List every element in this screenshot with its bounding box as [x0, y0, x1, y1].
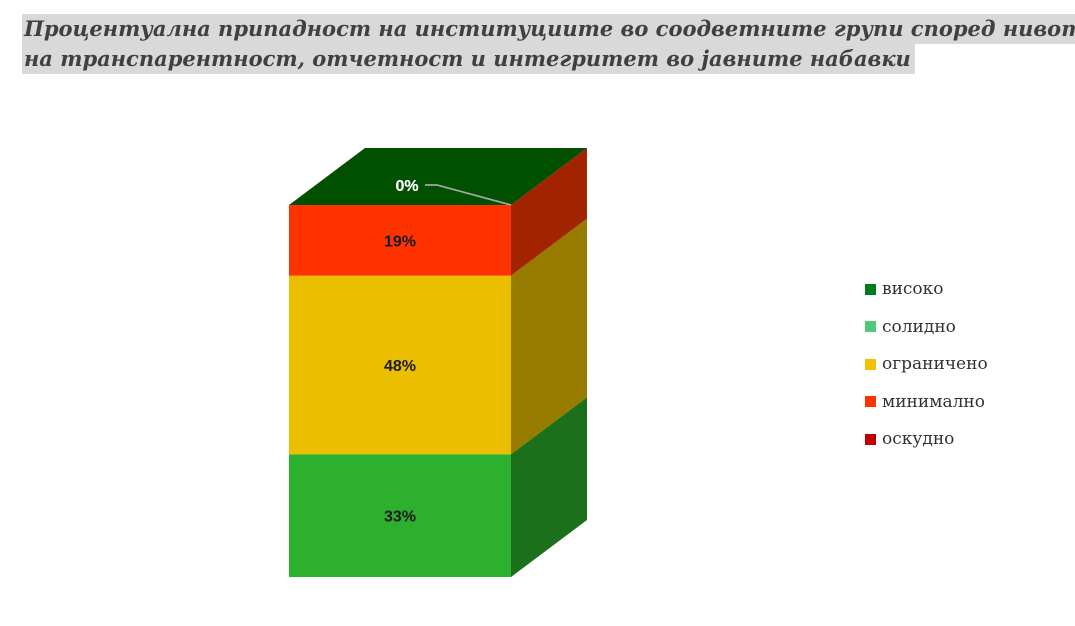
legend-swatch [865, 321, 876, 332]
legend-item: минимално [865, 391, 988, 413]
legend-item: високо [865, 278, 988, 300]
chart-title-line-1: Процентуална припадност на институциите … [22, 14, 1075, 44]
legend-item: оскудно [865, 428, 988, 450]
bar-side-segment-4 [511, 148, 587, 276]
bar-front-segment-4 [289, 205, 511, 276]
legend-item: солидно [865, 316, 988, 338]
legend-item: ограничено [865, 353, 988, 375]
chart-title-line-2: на транспарентност, отчетност и интегрит… [22, 44, 915, 74]
legend-label: високо [882, 279, 944, 299]
bar-side-segment-3 [511, 218, 587, 455]
legend-swatch [865, 433, 876, 445]
chart-title: Процентуална припадност на институциите … [22, 14, 1075, 74]
data-label-segment-4: 19% [384, 233, 416, 250]
data-label-segment-2: 33% [384, 509, 416, 526]
legend-label: оскудно [882, 429, 955, 449]
bar-front-segment-2 [289, 454, 511, 577]
data-label-text: 48% [384, 358, 416, 375]
bar-top-face [289, 148, 587, 205]
bar-front-segment-3 [289, 275, 511, 455]
legend-label: солидно [882, 316, 956, 337]
bar-side-segment-2 [511, 397, 587, 577]
legend-swatch [865, 396, 876, 407]
data-label-text: 33% [384, 509, 416, 526]
data-label-segment-5: 0% [395, 178, 512, 206]
data-labels: 0%33%48%19%0% [384, 178, 512, 526]
data-label-text: 0% [395, 178, 418, 195]
legend: високо солидно ограничено минимално оскудно [865, 278, 988, 466]
legend-label: минимално [882, 391, 985, 412]
leader-line [425, 184, 512, 206]
data-label-segment-3: 48% [384, 358, 416, 375]
legend-label: ограничено [882, 354, 988, 374]
data-label-text: 0% [395, 178, 418, 195]
data-label-text: 19% [384, 233, 416, 250]
legend-swatch [865, 283, 876, 295]
legend-swatch [865, 358, 876, 370]
bar-3d-stack [289, 148, 587, 577]
